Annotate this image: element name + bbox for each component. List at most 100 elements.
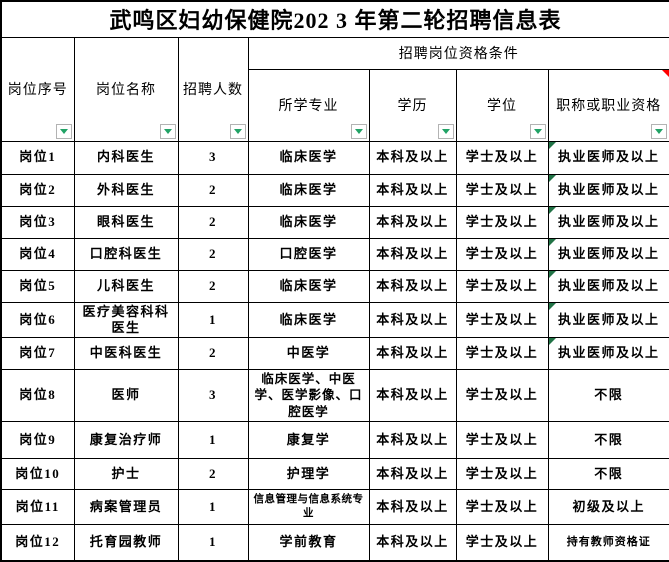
chevron-down-icon: [441, 128, 450, 134]
filter-dropdown-count[interactable]: [229, 123, 246, 139]
col-header-degree: 学位: [455, 68, 549, 142]
cell-seq: 岗位5: [0, 269, 75, 303]
cell-count: 3: [177, 369, 249, 422]
cell-education: 本科及以上: [368, 237, 457, 271]
cell-position-name: 托育园教师: [73, 523, 179, 562]
cell-degree: 学士及以上: [455, 173, 549, 207]
col-header-seq: 岗位序号: [0, 36, 75, 142]
cell-qualification-text: 执业医师及以上: [558, 345, 660, 361]
cell-education: 本科及以上: [368, 523, 457, 562]
cell-education: 本科及以上: [368, 369, 457, 422]
cell-degree: 学士及以上: [455, 523, 549, 562]
chevron-down-icon: [233, 128, 242, 134]
cell-count: 2: [177, 269, 249, 303]
table-row: 岗位9 康复治疗师 1 康复学 本科及以上 学士及以上 不限: [0, 420, 669, 459]
col-header-name-label: 岗位名称: [96, 83, 156, 98]
cell-qualification: 执业医师及以上: [547, 237, 669, 271]
cell-qualification-text: 执业医师及以上: [558, 181, 660, 197]
cell-flag-icon: [549, 142, 556, 149]
col-header-seq-label: 岗位序号: [7, 83, 68, 98]
cell-qualification: 执业医师及以上: [547, 173, 669, 207]
cell-flag-icon: [549, 302, 556, 310]
col-header-count: 招聘人数: [177, 36, 249, 142]
cell-qualification: 执业医师及以上: [547, 269, 669, 303]
filter-dropdown-cert[interactable]: [651, 123, 668, 139]
cell-seq: 岗位8: [0, 369, 75, 422]
cell-seq: 岗位11: [0, 488, 75, 525]
cell-position-name: 中医科医生: [73, 337, 179, 370]
cell-position-name: 医师: [73, 369, 179, 422]
col-header-cert: 职称或职业资格: [547, 68, 669, 142]
cell-count: 2: [177, 205, 249, 239]
cell-seq: 岗位1: [0, 140, 75, 175]
cell-education: 本科及以上: [368, 420, 457, 459]
cell-degree: 学士及以上: [455, 205, 549, 239]
chevron-down-icon: [655, 128, 664, 134]
cell-qualification-text: 执业医师及以上: [558, 311, 660, 327]
cell-major: 临床医学: [247, 269, 370, 303]
cell-education: 本科及以上: [368, 140, 457, 175]
table-row: 岗位7 中医科医生 2 中医学 本科及以上 学士及以上 执业医师及以上: [0, 337, 669, 370]
table-row: 岗位3 眼科医生 2 临床医学 本科及以上 学士及以上 执业医师及以上: [0, 205, 669, 239]
cell-major: 康复学: [247, 420, 370, 459]
filter-dropdown-name[interactable]: [159, 123, 176, 139]
filter-dropdown-major[interactable]: [350, 123, 367, 139]
cell-degree: 学士及以上: [455, 269, 549, 303]
chevron-down-icon: [163, 128, 172, 134]
cell-degree: 学士及以上: [455, 457, 549, 490]
cell-major: 临床医学、中医学、医学影像、口腔医学: [247, 369, 370, 422]
cell-education: 本科及以上: [368, 337, 457, 370]
cell-qualification-text: 执业医师及以上: [558, 213, 660, 229]
cell-qualification: 执业医师及以上: [547, 140, 669, 175]
chevron-down-icon: [59, 128, 68, 134]
cell-position-name: 护士: [73, 457, 179, 490]
cell-degree: 学士及以上: [455, 140, 549, 175]
cell-flag-icon: [549, 175, 556, 182]
col-header-cert-label: 职称或职业资格: [556, 99, 662, 114]
col-header-major: 所学专业: [247, 68, 370, 142]
cell-degree: 学士及以上: [455, 369, 549, 422]
cell-count: 2: [177, 173, 249, 207]
cell-education: 本科及以上: [368, 205, 457, 239]
cell-major: 学前教育: [247, 523, 370, 562]
table-row: 岗位11 病案管理员 1 信息管理与信息系统专业 本科及以上 学士及以上 初级及…: [0, 488, 669, 525]
cell-position-name: 口腔科医生: [73, 237, 179, 271]
cell-major: 临床医学: [247, 301, 370, 338]
cell-count: 3: [177, 140, 249, 175]
cell-position-name: 医疗美容科科医生: [73, 301, 179, 338]
cell-education: 本科及以上: [368, 173, 457, 207]
filter-dropdown-edu[interactable]: [437, 123, 454, 139]
filter-dropdown-degree[interactable]: [529, 123, 546, 139]
cell-degree: 学士及以上: [455, 301, 549, 338]
cell-seq: 岗位6: [0, 301, 75, 338]
filter-dropdown-seq[interactable]: [55, 123, 72, 139]
cell-qualification: 执业医师及以上: [547, 301, 669, 338]
cell-qualification: 不限: [547, 369, 669, 422]
cell-flag-icon: [549, 271, 556, 278]
table-row: 岗位6 医疗美容科科医生 1 临床医学 本科及以上 学士及以上 执业医师及以上: [0, 301, 669, 338]
cell-qualification: 初级及以上: [547, 488, 669, 525]
title-row: 武鸣区妇幼保健院202 3 年第二轮招聘信息表: [0, 0, 669, 38]
cell-major: 口腔医学: [247, 237, 370, 271]
cell-position-name: 康复治疗师: [73, 420, 179, 459]
cell-major: 护理学: [247, 457, 370, 490]
cell-count: 1: [177, 523, 249, 562]
chevron-down-icon: [354, 128, 363, 134]
cell-count: 2: [177, 457, 249, 490]
cell-degree: 学士及以上: [455, 488, 549, 525]
cell-position-name: 儿科医生: [73, 269, 179, 303]
cell-education: 本科及以上: [368, 457, 457, 490]
cell-seq: 岗位2: [0, 173, 75, 207]
table-row: 岗位8 医师 3 临床医学、中医学、医学影像、口腔医学 本科及以上 学士及以上 …: [0, 369, 669, 422]
cell-seq: 岗位7: [0, 337, 75, 370]
table-row: 岗位4 口腔科医生 2 口腔医学 本科及以上 学士及以上 执业医师及以上: [0, 237, 669, 271]
cell-education: 本科及以上: [368, 301, 457, 338]
cell-education: 本科及以上: [368, 488, 457, 525]
cell-seq: 岗位4: [0, 237, 75, 271]
cell-qualification: 执业医师及以上: [547, 337, 669, 370]
cell-count: 1: [177, 420, 249, 459]
cell-count: 2: [177, 237, 249, 271]
cell-major: 临床医学: [247, 205, 370, 239]
comment-indicator-icon: [662, 70, 669, 77]
